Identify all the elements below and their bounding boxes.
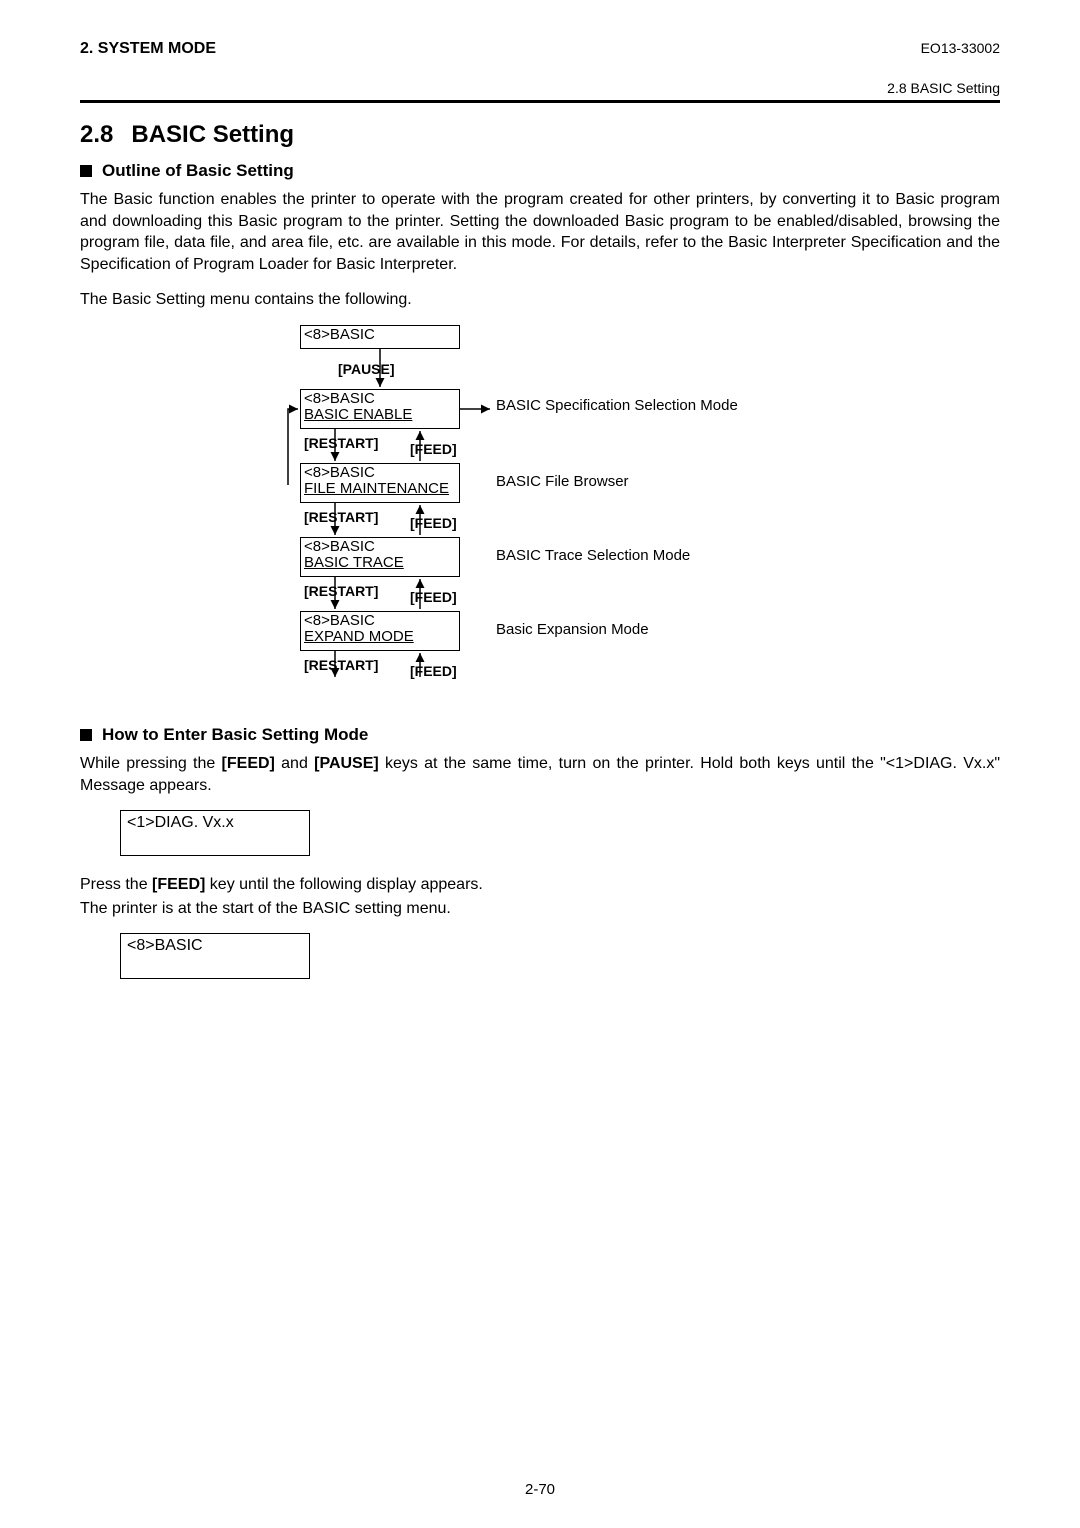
subheading-howto: How to Enter Basic Setting Mode (80, 725, 1000, 745)
key-restart-label-1: [RESTART] (304, 435, 378, 451)
key-pause-label: [PAUSE] (338, 361, 395, 377)
diagram-box-expand-l1: <8>BASIC (304, 613, 456, 630)
p4b: [FEED] (152, 876, 205, 893)
diagram-box-top-line1: <8>BASIC (304, 327, 456, 344)
lcd-diag-text: <1>DIAG. Vx.x (127, 814, 234, 831)
key-restart-label-4: [RESTART] (304, 657, 378, 673)
key-restart-label-2: [RESTART] (304, 509, 378, 525)
header-sub: 2.8 BASIC Setting (80, 80, 1000, 96)
diagram-box-trace-l2: BASIC TRACE (304, 555, 456, 572)
lcd-basic-text: <8>BASIC (127, 937, 203, 954)
subheading-howto-text: How to Enter Basic Setting Mode (102, 725, 368, 745)
diagram-box-expand: <8>BASIC EXPAND MODE (300, 611, 460, 651)
diagram-box-enable: <8>BASIC BASIC ENABLE (300, 389, 460, 429)
p3b: [FEED] (222, 755, 275, 772)
menu-flow-diagram: <8>BASIC <8>BASIC BASIC ENABLE <8>BASIC … (280, 325, 920, 685)
page-number: 2-70 (0, 1481, 1080, 1498)
diagram-box-file-l1: <8>BASIC (304, 465, 456, 482)
paragraph-intro: The Basic function enables the printer t… (80, 189, 1000, 275)
section-title: BASIC Setting (131, 121, 294, 149)
diagram-box-trace-l1: <8>BASIC (304, 539, 456, 556)
section-heading: 2.8 BASIC Setting (80, 121, 1000, 149)
header-rule (80, 100, 1000, 103)
diagram-box-top: <8>BASIC (300, 325, 460, 349)
diagram-box-enable-l1: <8>BASIC (304, 391, 456, 408)
p3a: While pressing the (80, 755, 222, 772)
diagram-box-file-l2: FILE MAINTENANCE (304, 481, 456, 498)
p4a: Press the (80, 876, 152, 893)
diagram-desc-enable: BASIC Specification Selection Mode (496, 397, 738, 414)
key-feed-label-1: [FEED] (410, 441, 457, 457)
bullet-icon (80, 729, 92, 741)
bullet-icon (80, 165, 92, 177)
section-number: 2.8 (80, 121, 113, 149)
diagram-box-enable-l2: BASIC ENABLE (304, 407, 456, 424)
paragraph-start-menu: The printer is at the start of the BASIC… (80, 898, 1000, 920)
p4c: key until the following display appears. (205, 876, 483, 893)
key-feed-label-2: [FEED] (410, 515, 457, 531)
lcd-diag: <1>DIAG. Vx.x (120, 810, 310, 856)
key-feed-label-3: [FEED] (410, 589, 457, 605)
paragraph-howto: While pressing the [FEED] and [PAUSE] ke… (80, 753, 1000, 796)
diagram-desc-expand: Basic Expansion Mode (496, 621, 649, 638)
lcd-basic: <8>BASIC (120, 933, 310, 979)
diagram-box-trace: <8>BASIC BASIC TRACE (300, 537, 460, 577)
p3c: and (275, 755, 314, 772)
header-left: 2. SYSTEM MODE (80, 40, 216, 58)
diagram-box-expand-l2: EXPAND MODE (304, 629, 456, 646)
subheading-outline: Outline of Basic Setting (80, 161, 1000, 181)
diagram-box-file: <8>BASIC FILE MAINTENANCE (300, 463, 460, 503)
key-feed-label-4: [FEED] (410, 663, 457, 679)
paragraph-menu-intro: The Basic Setting menu contains the foll… (80, 289, 1000, 311)
p3d: [PAUSE] (314, 755, 379, 772)
paragraph-press-feed: Press the [FEED] key until the following… (80, 874, 1000, 896)
diagram-desc-trace: BASIC Trace Selection Mode (496, 547, 690, 564)
page-header: 2. SYSTEM MODE EO13-33002 (80, 40, 1000, 58)
key-restart-label-3: [RESTART] (304, 583, 378, 599)
subheading-outline-text: Outline of Basic Setting (102, 161, 294, 181)
page: 2. SYSTEM MODE EO13-33002 2.8 BASIC Sett… (0, 0, 1080, 1528)
header-right: EO13-33002 (921, 40, 1000, 56)
diagram-desc-file: BASIC File Browser (496, 473, 629, 490)
